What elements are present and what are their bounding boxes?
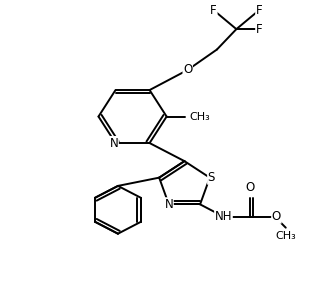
Text: CH₃: CH₃ — [275, 231, 296, 241]
Text: N: N — [110, 136, 118, 149]
Text: F: F — [210, 4, 217, 17]
Text: N: N — [164, 198, 173, 211]
Text: O: O — [183, 63, 192, 76]
Text: S: S — [208, 171, 215, 184]
Text: NH: NH — [215, 210, 232, 223]
Text: CH₃: CH₃ — [189, 112, 210, 122]
Text: O: O — [246, 181, 255, 194]
Text: F: F — [256, 4, 262, 17]
Text: O: O — [272, 210, 281, 223]
Text: F: F — [256, 22, 262, 36]
